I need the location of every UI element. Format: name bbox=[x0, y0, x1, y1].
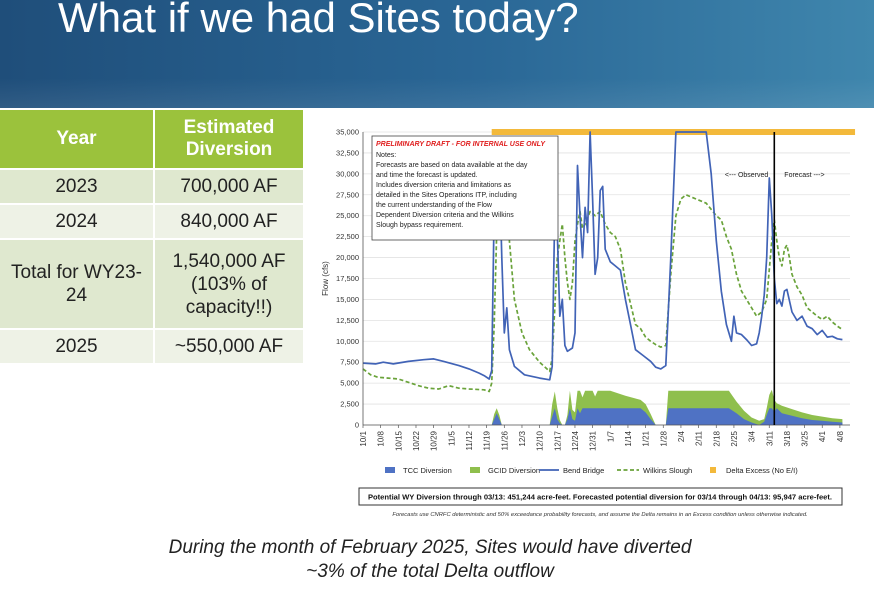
table-row: Total for WY23-24 1,540,000 AF (103% of … bbox=[0, 239, 305, 330]
notes-frame bbox=[371, 135, 559, 241]
x-tick-label: 2/18 bbox=[712, 430, 721, 446]
table-cell-year: 2024 bbox=[0, 204, 155, 240]
table-cell-year: 2025 bbox=[0, 329, 155, 365]
x-tick-label: 4/8 bbox=[836, 430, 845, 442]
x-tick-label: 1/14 bbox=[624, 430, 633, 446]
table-cell-diversion: 700,000 AF bbox=[154, 169, 305, 205]
footer-caption: During the month of February 2025, Sites… bbox=[168, 537, 692, 582]
legend-label: GCID Diversion bbox=[488, 466, 540, 475]
y-tick-label: 22,500 bbox=[336, 232, 359, 241]
table-header-row: Year Estimated Diversion bbox=[0, 110, 305, 170]
x-tick-label: 1/21 bbox=[642, 430, 651, 446]
x-tick-label: 11/26 bbox=[500, 430, 509, 450]
footnote-text: Forecasts use CNRFC deterministic and 50… bbox=[392, 512, 807, 518]
banner-sheen bbox=[0, 78, 874, 108]
x-tick-label: 10/1 bbox=[359, 430, 368, 446]
table-cell-year: Total for WY23-24 bbox=[0, 239, 155, 330]
summary-frame bbox=[358, 487, 843, 506]
x-tick-label: 12/31 bbox=[589, 430, 598, 451]
table-row: 2023 700,000 AF bbox=[0, 169, 305, 205]
observed-label: <--- Observed bbox=[725, 172, 768, 179]
y-tick-label: 15,000 bbox=[336, 295, 359, 304]
table-header-year: Year bbox=[0, 110, 155, 170]
x-tick-label: 10/29 bbox=[430, 430, 439, 451]
chart-legend: TCC Diversion GCID Diversion Bend Bridge Wi… bbox=[385, 466, 798, 475]
y-tick-label: 30,000 bbox=[336, 169, 359, 178]
x-tick-label: 2/11 bbox=[695, 430, 704, 446]
y-tick-label: 27,500 bbox=[336, 190, 359, 199]
y-gridlines bbox=[363, 131, 850, 426]
legend-label: Wilkins Slough bbox=[643, 466, 692, 475]
tcc-diversion-area bbox=[363, 408, 843, 425]
flow-chart: 0 2,500 5,000 7,500 10,000 12,500 15,000 17,500… bbox=[310, 120, 872, 525]
y-tick-label: 5,000 bbox=[340, 379, 359, 388]
wilkins-slough-line bbox=[362, 156, 843, 393]
x-tick-label: 12/10 bbox=[536, 430, 545, 451]
notes-line: Slough bypass requirement. bbox=[376, 222, 463, 229]
x-tick-label: 2/25 bbox=[730, 430, 739, 446]
x-tick-label: 10/8 bbox=[377, 430, 386, 446]
notes-line: Forecasts are based on data available at… bbox=[376, 162, 528, 169]
slide-title: What if we had Sites today? bbox=[58, 0, 579, 41]
table-cell-year: 2023 bbox=[0, 169, 155, 205]
y-tick-label: 17,500 bbox=[336, 274, 359, 283]
x-tick-label: 11/12 bbox=[465, 430, 474, 450]
legend-label: Bend Bridge bbox=[563, 466, 604, 475]
title-banner bbox=[0, 0, 874, 108]
y-axis-title: Flow (cfs) bbox=[321, 261, 330, 296]
x-tick-label: 10/22 bbox=[412, 430, 421, 451]
summary-text: Potential WY Diversion through 03/13: 45… bbox=[368, 493, 832, 502]
legend-swatch-tcc bbox=[385, 467, 395, 473]
y-tick-label: 20,000 bbox=[336, 253, 359, 262]
x-tick-label: 3/18 bbox=[783, 430, 792, 446]
x-tick-label: 3/4 bbox=[748, 430, 757, 442]
notes-line: the current understanding of the Flow bbox=[376, 202, 493, 209]
chart-annotations: <--- Observed Forecast ---> bbox=[725, 132, 825, 425]
notes-box: PRELIMINARY DRAFT - FOR INTERNAL USE ONL… bbox=[371, 135, 559, 241]
notes-line: Includes diversion criteria and limitati… bbox=[376, 182, 512, 189]
x-tick-label: 12/17 bbox=[553, 430, 562, 451]
legend-label: TCC Diversion bbox=[403, 466, 452, 475]
summary-box: Potential WY Diversion through 03/13: 45… bbox=[358, 487, 843, 518]
x-tick-label: 12/3 bbox=[518, 430, 527, 446]
x-tick-label: 3/25 bbox=[801, 430, 810, 446]
y-tick-label: 25,000 bbox=[336, 211, 359, 220]
chart-axes: 0 2,500 5,000 7,500 10,000 12,500 15,000 17,500… bbox=[321, 128, 850, 451]
draft-label: PRELIMINARY DRAFT - FOR INTERNAL USE ONL… bbox=[376, 141, 546, 148]
table-cell-diversion: 1,540,000 AF (103% of capacity!!) bbox=[154, 239, 305, 330]
x-tick-label: 10/15 bbox=[394, 430, 403, 451]
notes-line: and time the forecast is updated. bbox=[376, 172, 478, 179]
y-tick-label: 32,500 bbox=[336, 148, 359, 157]
table-row: 2024 840,000 AF bbox=[0, 204, 305, 240]
table-cell-diversion: ~550,000 AF bbox=[154, 329, 305, 365]
y-tick-label: 10,000 bbox=[336, 337, 359, 346]
notes-line: Dependent Diversion criteria and the Wil… bbox=[376, 212, 514, 219]
x-tick-label: 4/1 bbox=[818, 430, 827, 442]
x-tick-label: 11/5 bbox=[447, 430, 456, 446]
y-tick-label: 2,500 bbox=[340, 400, 359, 409]
y-tick-label: 0 bbox=[355, 421, 359, 430]
table-row: 2025 ~550,000 AF bbox=[0, 329, 305, 365]
x-tick-label: 3/11 bbox=[765, 430, 774, 446]
x-tick-label: 11/19 bbox=[483, 430, 492, 450]
notes-line: Notes: bbox=[376, 152, 396, 159]
x-tick-label: 2/4 bbox=[677, 430, 686, 442]
series-layer bbox=[362, 129, 856, 425]
y-tick-label: 7,500 bbox=[340, 358, 359, 367]
x-tick-label: 1/28 bbox=[659, 430, 668, 446]
delta-excess-bar bbox=[491, 129, 856, 135]
y-tick-label: 12,500 bbox=[336, 316, 359, 325]
diversion-table: Year Estimated Diversion 2023 700,000 AF… bbox=[0, 110, 305, 365]
table-cell-diversion: 840,000 AF bbox=[154, 204, 305, 240]
forecast-label: Forecast ---> bbox=[784, 172, 824, 179]
x-tick-label: 1/7 bbox=[606, 430, 615, 442]
x-tick-label: 12/24 bbox=[571, 430, 580, 451]
table-header-diversion: Estimated Diversion bbox=[154, 110, 305, 170]
legend-label: Delta Excess (No E/I) bbox=[726, 466, 798, 475]
y-tick-label: 35,000 bbox=[336, 128, 359, 137]
legend-swatch-gcid bbox=[470, 467, 480, 473]
legend-swatch-delta bbox=[710, 467, 716, 473]
notes-line: detailed in the Sites Operations ITP, in… bbox=[376, 192, 517, 199]
